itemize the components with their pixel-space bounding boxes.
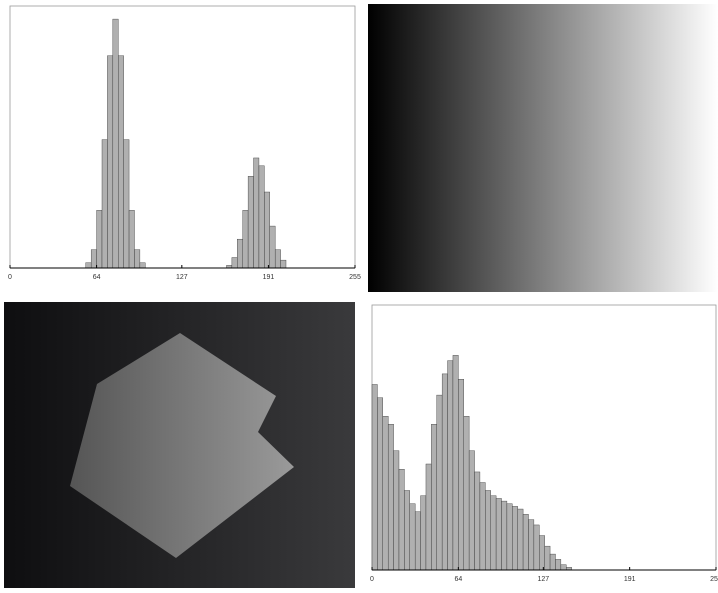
histogram-bar	[550, 554, 555, 570]
x-tick-label: 127	[176, 274, 188, 281]
histogram-bar	[437, 395, 442, 570]
histogram-bar	[453, 355, 458, 570]
histogram-bar	[97, 210, 102, 268]
x-tick-label: 127	[537, 576, 549, 583]
x-tick-label: 64	[454, 576, 462, 583]
histogram-bar	[394, 451, 399, 570]
x-tick-label: 0	[8, 274, 12, 281]
plot-frame	[10, 6, 355, 268]
histogram-bar	[410, 504, 415, 570]
histogram-bar	[113, 19, 118, 268]
histogram-bar	[129, 210, 134, 268]
histogram-bar	[254, 158, 259, 268]
x-tick-label: 191	[624, 576, 636, 583]
histogram-bar	[134, 250, 139, 268]
histogram-bar	[561, 565, 566, 570]
histogram-bar	[388, 424, 393, 570]
histogram-bar	[518, 509, 523, 570]
histogram-bar	[124, 140, 129, 268]
histogram-bar	[431, 424, 436, 570]
histogram-bar	[243, 210, 248, 268]
histogram-bar	[512, 506, 517, 570]
histogram-bar	[464, 416, 469, 570]
histogram-bar	[237, 239, 242, 268]
histogram-bar	[107, 56, 112, 268]
figure: 0 64 127 191 255 0 64 127 191 255	[0, 0, 718, 588]
x-tick-label: 64	[93, 274, 101, 281]
histogram-bar	[270, 226, 275, 268]
histogram-bar	[545, 546, 550, 570]
gradient-image	[368, 4, 718, 292]
histogram-bar	[496, 498, 501, 570]
histogram-bar	[539, 536, 544, 570]
x-tick-label: 255	[710, 576, 718, 583]
histogram-bar	[232, 258, 237, 268]
histogram-bar	[426, 464, 431, 570]
x-tick-label: 255	[349, 274, 361, 281]
histogram-bar	[485, 491, 490, 571]
histogram-bar	[480, 483, 485, 570]
histogram-bar	[507, 504, 512, 570]
histogram-bar	[421, 496, 426, 570]
histogram-bar	[491, 496, 496, 570]
histogram-bar	[502, 501, 507, 570]
histogram-bar	[404, 491, 409, 571]
histogram-bar	[523, 514, 528, 570]
histogram-bar	[102, 140, 107, 268]
histogram-bar	[91, 250, 96, 268]
x-tick-label: 0	[370, 576, 374, 583]
histogram-bar	[555, 559, 560, 570]
histogram-bar	[248, 176, 253, 268]
histogram-bar	[383, 416, 388, 570]
histogram-bar	[458, 379, 463, 570]
histogram-bar	[140, 263, 145, 268]
histogram-bar	[377, 398, 382, 570]
histogram-bar	[372, 385, 377, 571]
histogram-bar	[415, 512, 420, 570]
histogram-bar	[534, 525, 539, 570]
histogram-bar	[281, 260, 286, 268]
histogram-bar	[275, 250, 280, 268]
histogram-bar	[259, 166, 264, 268]
histogram-bar	[399, 469, 404, 570]
histogram-bar	[442, 374, 447, 570]
histogram-bar	[448, 361, 453, 570]
histogram-bar	[475, 472, 480, 570]
histogram-bar	[264, 192, 269, 268]
histogram-bar	[469, 451, 474, 570]
x-tick-label: 191	[263, 274, 275, 281]
histogram-bar	[86, 263, 91, 268]
histogram-bar	[118, 56, 123, 268]
histogram-bar	[528, 520, 533, 570]
